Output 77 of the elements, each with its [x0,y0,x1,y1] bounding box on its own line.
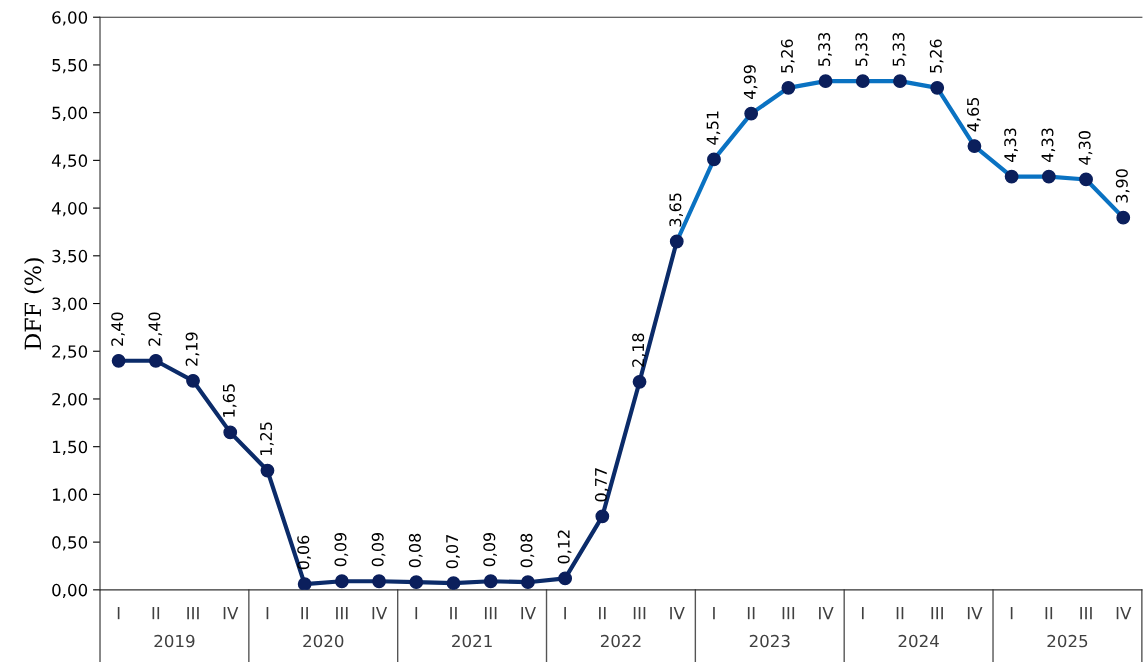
x-tick-label: I [117,607,120,620]
x-tick-label: III [782,607,795,620]
x-tick-label: II [1045,607,1053,620]
y-tick-label: 3,00 [52,297,88,312]
data-label: 1,65 [222,384,237,417]
data-label: 5,33 [892,32,907,67]
text: 2024 [898,634,939,648]
x-tick-label: IV [967,607,983,620]
x-tick-label: III [1080,607,1092,620]
y-tick-label: 3,50 [52,249,88,265]
x-tick-label: IV [223,607,239,620]
data-label: 0,77 [594,468,609,502]
x-tick-label: II [301,607,308,620]
data-label: 5,26 [929,39,944,73]
y-tick-label: 4,00 [51,202,88,217]
data-label: 1,25 [260,422,274,455]
y-tick-label: 4,50 [51,154,88,169]
data-label: 4,33 [1041,128,1056,162]
data-label: 0,12 [557,530,572,564]
data-label: 0,09 [483,532,497,567]
x-tick-label: II [152,607,160,620]
x-tick-label: I [564,607,566,620]
x-tick-label: III [931,607,943,620]
y-tick-label: 5,50 [52,58,88,74]
data-label: 0,08 [520,533,535,568]
data-label: 4,65 [966,98,981,132]
x-tick-label: II [599,607,606,620]
text: 2020 [303,634,344,648]
y-tick-label: 1,50 [52,440,88,455]
x-tick-label: IV [819,607,834,620]
x-tick-label: IV [372,607,388,620]
data-label: 2,40 [111,312,125,346]
data-label: 5,33 [818,32,832,67]
data-label: 4,99 [743,65,758,99]
x-tick-label: I [266,607,269,620]
data-label: 3,65 [669,193,684,227]
x-tick-label: III [187,607,199,620]
x-tick-label: I [415,607,418,620]
text: 2021 [452,634,492,648]
x-tick-label: I [713,607,715,620]
x-tick-label: IV [521,607,536,620]
data-label: 0,08 [408,533,423,568]
x-tick-label: I [1010,607,1013,620]
y-tick-label: 1,00 [52,488,88,503]
text: 2025 [1047,634,1088,648]
y-tick-label: 6,00 [52,11,88,26]
data-label: 0,06 [297,535,311,570]
y-tick-label: 2,50 [52,345,88,360]
data-label: 5,33 [855,32,870,67]
data-label: 3,90 [1115,169,1130,203]
y-tick-label: 5,00 [52,106,88,121]
x-tick-label: IV [670,607,685,620]
data-label: 4,33 [1004,128,1018,162]
x-tick-label: III [633,607,646,620]
text: 2019 [154,634,195,648]
y-tick-label: 0,00 [52,583,88,599]
data-label: 4,30 [1078,131,1093,165]
data-label: 0,09 [371,532,386,567]
x-tick-label: IV [1116,607,1132,620]
data-label: 0,09 [334,532,349,567]
y-tick-label: 0,50 [52,536,88,551]
x-tick-label: III [336,607,348,620]
data-label: 5,26 [780,39,795,73]
data-label: 4,51 [706,111,721,145]
x-tick-label: I [861,607,864,620]
x-tick-label: II [747,607,755,620]
y-axis-title: DFF (%) [24,258,45,350]
x-tick-label: II [896,607,904,620]
text: 2023 [749,634,790,648]
data-label: 2,19 [185,332,200,366]
data-label: 0,07 [446,535,460,569]
x-tick-label: III [484,607,497,620]
x-tick-label: II [450,607,457,620]
data-label: 2,18 [632,333,646,367]
text: 2022 [600,634,641,648]
y-tick-label: 2,00 [52,392,88,408]
data-label: 2,40 [148,312,163,346]
